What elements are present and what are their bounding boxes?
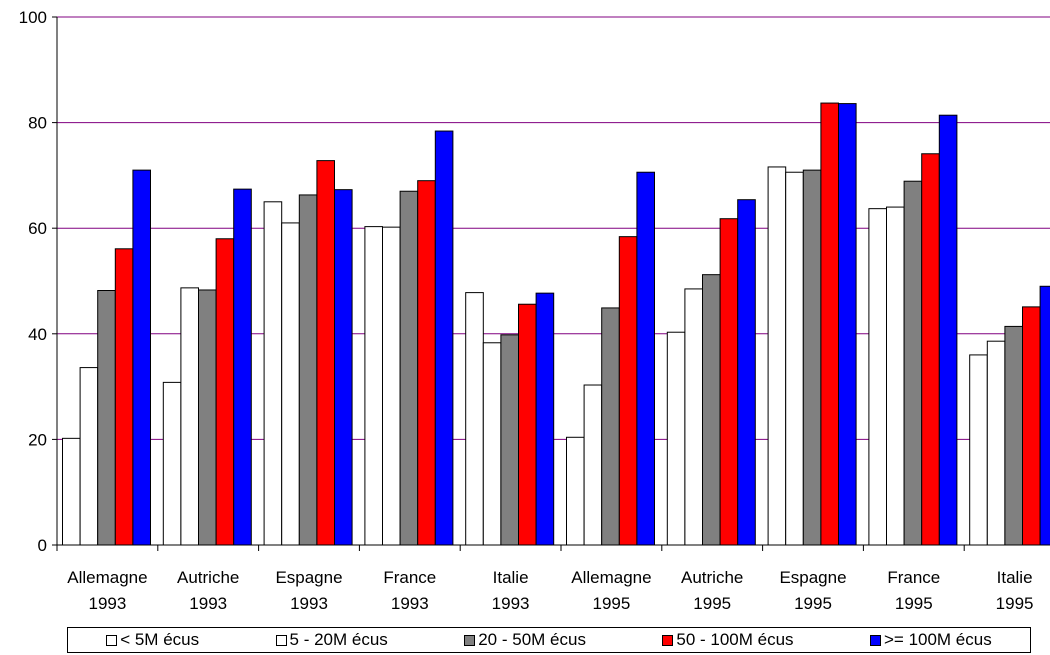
bar — [198, 289, 217, 546]
bar — [500, 334, 519, 546]
bar — [180, 287, 199, 546]
y-tick-label: 100 — [19, 8, 47, 27]
legend-swatch — [464, 634, 476, 646]
x-tick-label: 1993 — [492, 594, 530, 613]
x-tick-label: 1995 — [592, 594, 630, 613]
bar — [417, 180, 436, 546]
x-tick-label: 1993 — [88, 594, 126, 613]
bar — [233, 188, 252, 546]
bar — [535, 292, 555, 546]
x-tick-label: 1995 — [895, 594, 933, 613]
x-tick-label: Italie — [493, 568, 529, 587]
x-tick-label: France — [383, 568, 436, 587]
bar — [719, 218, 739, 546]
x-tick-label: Allemagne — [67, 568, 147, 587]
bar — [298, 194, 318, 546]
bar — [802, 169, 822, 546]
bar — [79, 367, 99, 546]
bar — [702, 274, 721, 546]
y-tick-label: 60 — [28, 219, 47, 238]
bar — [666, 331, 686, 546]
y-tick-label: 20 — [28, 430, 47, 449]
legend-item: >= 100M écus — [869, 630, 992, 650]
legend-swatch — [275, 634, 287, 646]
bar — [969, 354, 988, 546]
bar — [316, 160, 335, 546]
bar — [767, 166, 787, 546]
bar — [114, 248, 134, 546]
x-tick-label: Autriche — [681, 568, 743, 587]
bar — [62, 437, 81, 546]
x-tick-label: 1993 — [391, 594, 429, 613]
bar — [820, 102, 840, 546]
bar — [838, 103, 857, 546]
bar — [903, 180, 923, 546]
bar — [868, 208, 888, 546]
legend-swatch — [662, 634, 674, 646]
legend-item: 20 - 50M écus — [464, 630, 586, 650]
legend-label: 5 - 20M écus — [289, 630, 388, 649]
x-tick-label: 1993 — [189, 594, 227, 613]
x-tick-label: Espagne — [779, 568, 846, 587]
bar — [215, 238, 235, 546]
legend-swatch — [869, 634, 881, 646]
y-tick-label: 0 — [38, 536, 47, 555]
y-tick-label: 80 — [28, 114, 47, 133]
bar — [518, 303, 537, 546]
bar — [618, 236, 638, 546]
bar — [465, 292, 484, 546]
bar — [1004, 325, 1024, 546]
x-tick-label: Espagne — [275, 568, 342, 587]
bar — [601, 307, 620, 546]
x-tick-label: France — [887, 568, 940, 587]
x-tick-label: 1995 — [693, 594, 731, 613]
bar — [281, 222, 300, 546]
bar — [636, 171, 656, 546]
bar — [684, 288, 704, 546]
legend-item: 50 - 100M écus — [662, 630, 794, 650]
bar — [886, 206, 905, 546]
bar — [785, 171, 804, 546]
legend-label: 20 - 50M écus — [478, 630, 586, 649]
legend-label: < 5M écus — [120, 630, 200, 649]
bar — [986, 340, 1006, 546]
legend-label: >= 100M écus — [883, 630, 992, 649]
x-tick-label: 1995 — [794, 594, 832, 613]
bar — [1022, 306, 1041, 546]
bar — [162, 381, 182, 546]
bar — [566, 436, 585, 546]
legend: < 5M écus 5 - 20M écus 20 - 50M écus 50 - 1… — [67, 627, 1031, 653]
x-tick-label: Italie — [997, 568, 1033, 587]
legend-label: 50 - 100M écus — [676, 630, 794, 649]
bar — [399, 190, 419, 546]
bar — [132, 169, 151, 546]
bar — [334, 189, 353, 546]
legend-swatch — [106, 634, 118, 646]
bar — [97, 290, 116, 546]
bar — [364, 226, 383, 546]
y-tick-label: 40 — [28, 325, 47, 344]
bar-chart: 0 20 40 60 80 100 Allemagne 1993 Autriche 1993 Esp… — [19, 8, 1050, 613]
bar — [737, 199, 756, 546]
x-tick-label: 1993 — [290, 594, 328, 613]
x-tick-label: Allemagne — [571, 568, 651, 587]
legend-item: 5 - 20M écus — [275, 630, 388, 650]
bar — [583, 384, 603, 546]
bar — [1039, 285, 1050, 546]
legend-item: < 5M écus — [106, 630, 199, 650]
bar — [263, 201, 283, 546]
bar — [938, 114, 958, 546]
bar — [482, 342, 502, 546]
bar — [921, 153, 940, 546]
bar — [382, 226, 401, 546]
x-tick-label: Autriche — [177, 568, 239, 587]
bar — [434, 130, 454, 546]
x-tick-label: 1995 — [996, 594, 1034, 613]
